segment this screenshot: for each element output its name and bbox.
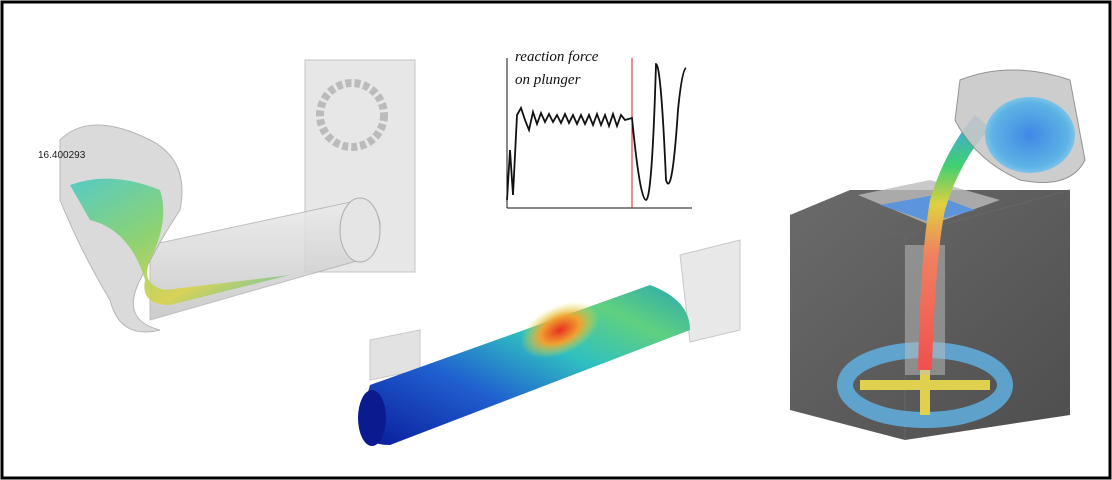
left-render: 16.400293 xyxy=(38,60,415,332)
inset-label: on plunger xyxy=(515,72,581,88)
figure: 16.400293 reaction force on plunger xyxy=(0,0,1112,480)
force-plot: reaction force on plunger xyxy=(507,49,692,208)
right-render xyxy=(790,70,1085,440)
inset-label: reaction force xyxy=(515,49,599,65)
timestamp: 16.400293 xyxy=(38,150,86,161)
figure-canvas: 16.400293 reaction force on plunger xyxy=(0,0,1112,480)
